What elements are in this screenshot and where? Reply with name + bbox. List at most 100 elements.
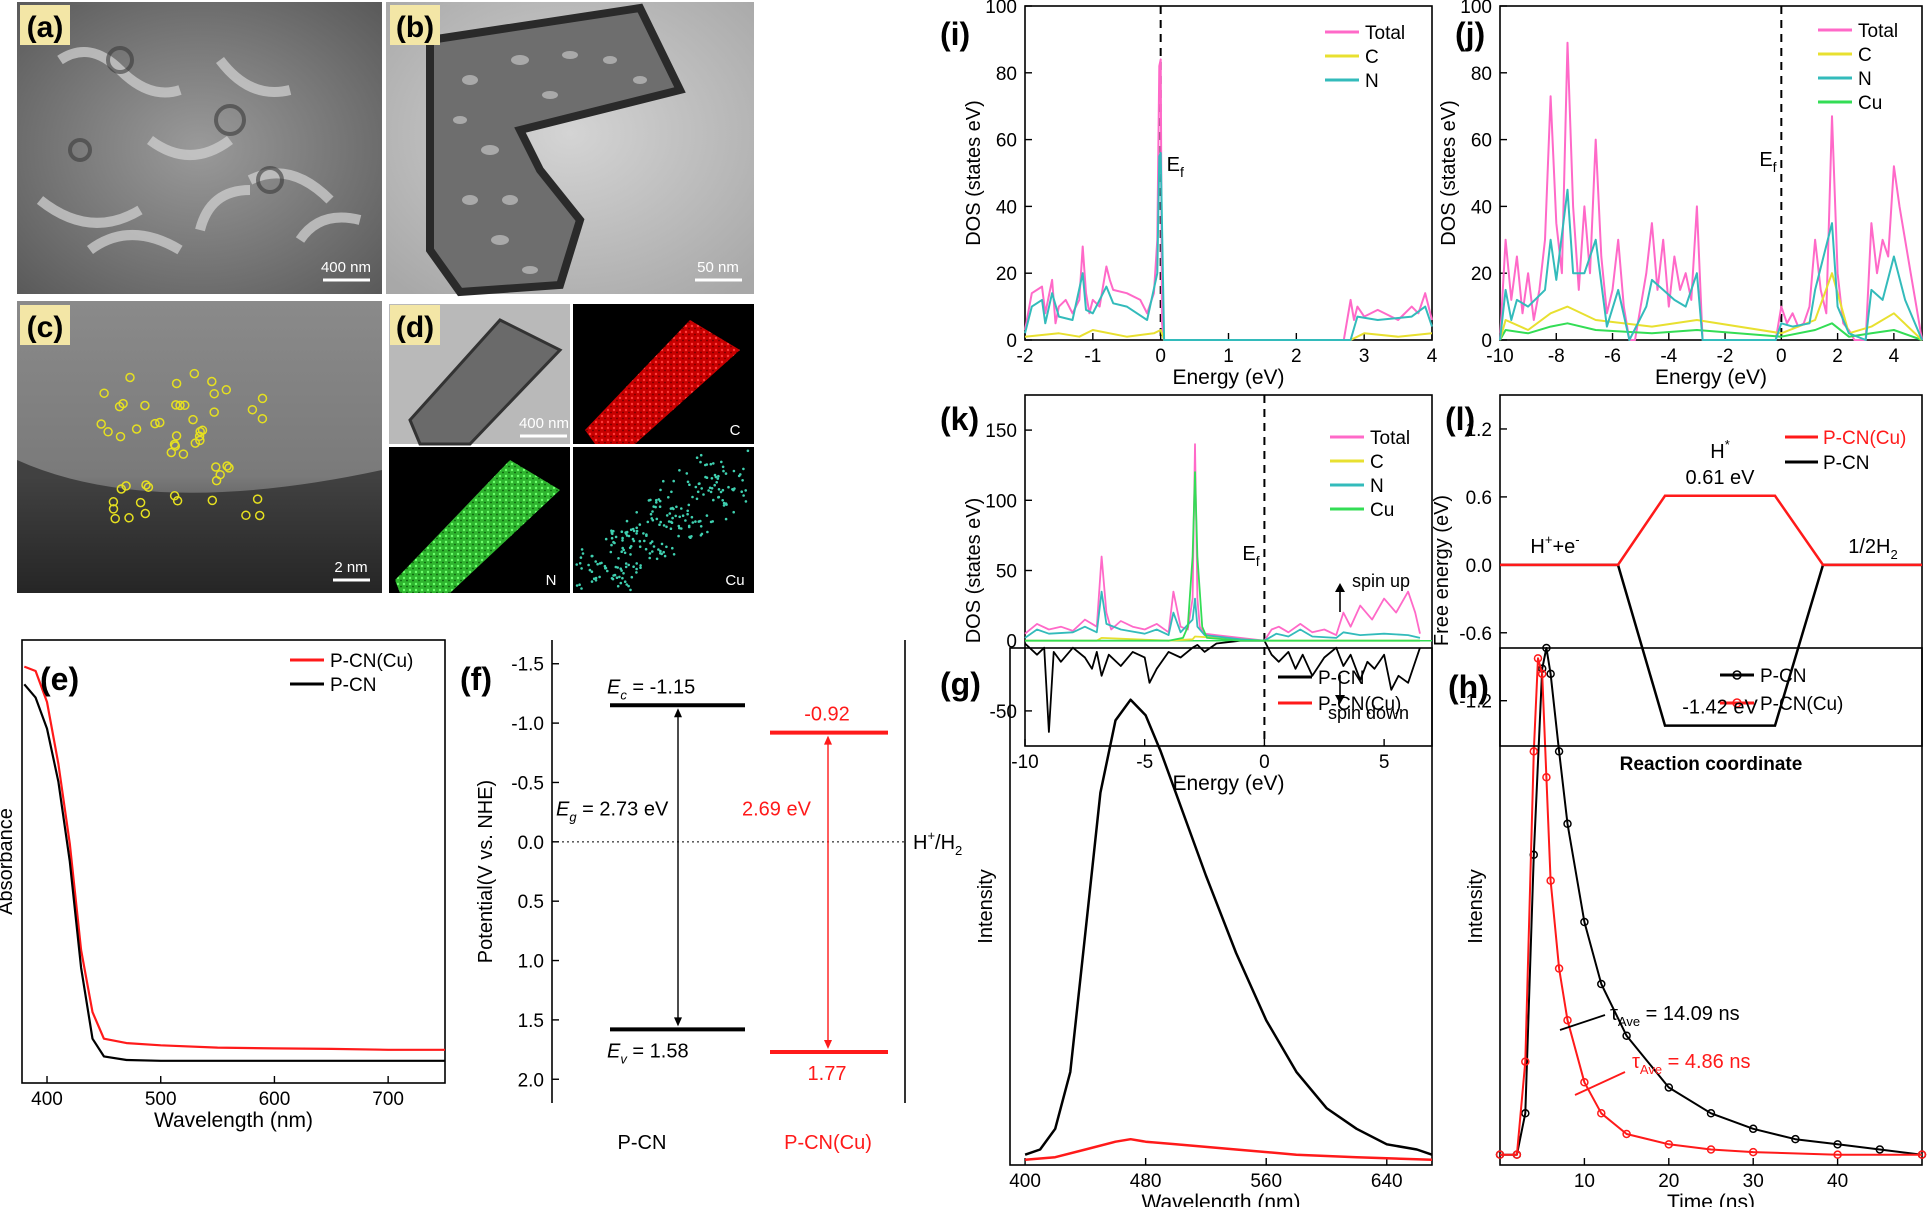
cu-dot: [594, 579, 598, 582]
y-axis-label: Free energy (eV): [1431, 495, 1453, 646]
cu-dot: [672, 507, 675, 511]
series-line-cu: [1499, 322, 1923, 341]
series-line-c: [1024, 329, 1433, 341]
x-axis-label: Time (ns): [1667, 1191, 1755, 1207]
energy-path-p-cn-cu-: [1500, 494, 1922, 567]
x-tick-label: 500: [145, 1089, 177, 1110]
panel-c-label: (c): [27, 311, 64, 344]
panel-b-label: (b): [396, 11, 434, 44]
cu-dot: [655, 557, 659, 561]
cu-dot: [590, 580, 594, 583]
e-val: = -1.15: [627, 676, 695, 698]
x-axis-label: Reaction coordinate: [1620, 754, 1803, 775]
e-val: = 1.58: [627, 1040, 689, 1062]
cu-dot: [667, 496, 670, 499]
cu-dot: [639, 566, 642, 569]
atom-marker: [131, 424, 142, 434]
data-point: [1664, 1140, 1674, 1149]
legend-label: C: [1858, 45, 1872, 66]
cu-dot: [603, 564, 607, 568]
e-val: = 2.73 eV: [577, 799, 669, 821]
cb-label-pcn: Ec = -1.15: [607, 676, 695, 702]
atom-marker: [195, 435, 205, 446]
atom-marker: [207, 495, 218, 506]
cu-dot: [712, 462, 715, 465]
cu-dot: [674, 514, 677, 518]
cu-dot: [712, 498, 715, 502]
legend-label: N: [1370, 476, 1384, 497]
cu-dot: [650, 540, 654, 543]
s-h: 1/2H: [1848, 536, 1890, 558]
state-label-intermediate: H*: [1710, 437, 1730, 463]
legend-label: Cu: [1858, 93, 1882, 114]
panel-c-scale-text: 2 nm: [334, 559, 367, 576]
tau-sub: Ave: [1618, 1014, 1640, 1029]
cu-dot: [655, 498, 658, 502]
atom-marker: [166, 447, 177, 458]
panel-label-f: (f): [460, 661, 492, 697]
spin-down-arrow-head: [1335, 695, 1345, 704]
x-axis-label: Energy (eV): [1172, 772, 1284, 795]
cu-dot: [663, 554, 667, 558]
panel-d-scale-text: 400 nm: [519, 415, 569, 432]
cu-dot: [724, 472, 728, 475]
cu-dot: [590, 554, 594, 558]
cu-dot: [624, 562, 628, 565]
data-point: [1748, 1124, 1758, 1134]
cu-dot: [629, 553, 632, 556]
cu-dot: [709, 520, 713, 524]
y-tick-label: -0.6: [1459, 624, 1492, 645]
atom-marker: [125, 372, 135, 383]
data-point: [1622, 1129, 1631, 1139]
panel-d-label-bg: [390, 305, 440, 345]
atom-marker: [252, 494, 263, 504]
cu-dot: [724, 502, 728, 505]
atom-marker: [141, 480, 151, 490]
tau-arrow-pcn: [1559, 1014, 1606, 1031]
cu-dot: [697, 482, 701, 486]
cu-dot: [611, 532, 614, 536]
cu-dot: [623, 551, 627, 555]
ref-sup: +: [927, 828, 935, 843]
cu-dot: [658, 505, 662, 509]
cu-dot: [615, 576, 619, 579]
data-point: [1580, 1078, 1589, 1087]
cu-dot: [648, 552, 652, 555]
cu-dot: [669, 507, 673, 510]
atom-marker: [171, 431, 182, 441]
cu-map-dots: [575, 449, 750, 592]
gap-arrow-head-pcn: [674, 1017, 682, 1027]
cu-dot: [646, 520, 650, 524]
cu-dot: [631, 527, 635, 531]
data-point: [1521, 1057, 1530, 1066]
cu-dot: [686, 512, 689, 516]
y-tick-label: 150: [985, 421, 1017, 442]
data-point: [1512, 1150, 1522, 1159]
cu-dot: [668, 512, 672, 515]
atom-marker: [140, 508, 151, 519]
cu-dot: [659, 488, 662, 492]
y-tick-label: 0.5: [518, 892, 544, 913]
panel-d-label: (d): [396, 311, 434, 344]
energy-label-pcn: -1.42 eV: [1682, 697, 1758, 719]
cu-dot: [631, 537, 635, 541]
atom-marker: [209, 407, 219, 417]
tau-symbol: τ: [1610, 1003, 1618, 1025]
cu-dot: [630, 575, 634, 579]
cu-dot: [665, 545, 668, 549]
cu-dot: [621, 539, 624, 542]
y-tick-label: 0: [1006, 632, 1017, 653]
data-point: [1917, 1150, 1927, 1159]
x-tick-label: 5: [1379, 752, 1390, 773]
y-tick-label: 80: [996, 64, 1017, 85]
cu-dot: [695, 497, 699, 501]
cu-dot: [604, 567, 607, 570]
cu-dot: [652, 545, 656, 548]
cu-dot: [622, 548, 625, 552]
legend-label: C: [1370, 452, 1384, 473]
atom-marker: [175, 400, 185, 411]
cu-dot: [645, 533, 648, 536]
x-tick-label: -8: [1548, 346, 1565, 367]
cu-dot: [675, 505, 678, 509]
cu-dot: [704, 475, 707, 479]
